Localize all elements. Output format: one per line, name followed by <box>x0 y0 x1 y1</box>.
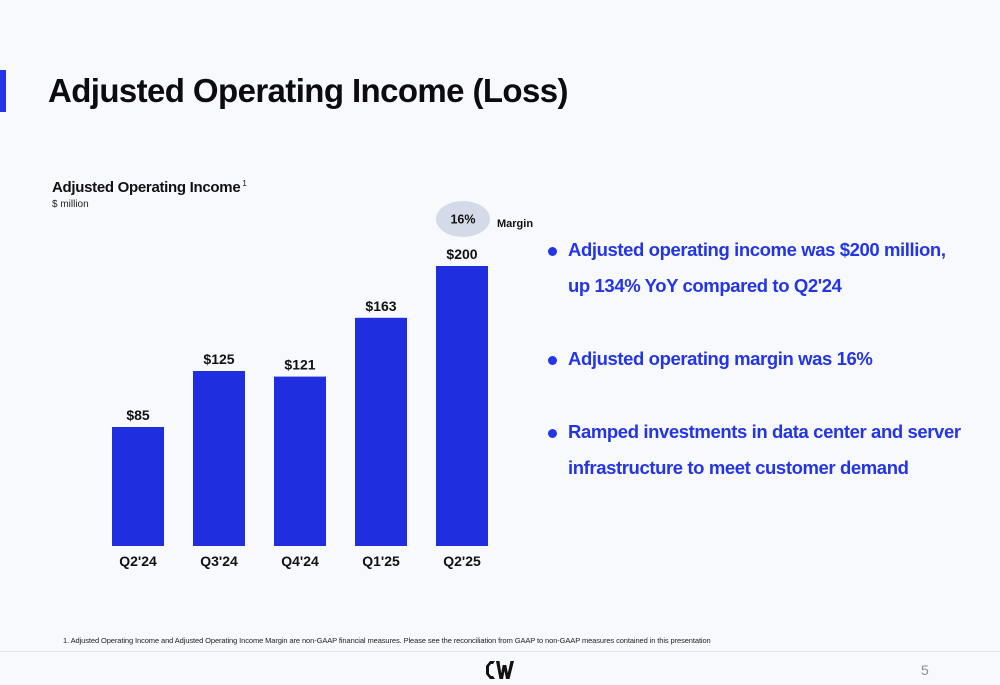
key-point-text: Adjusted operating income was $200 milli… <box>568 239 946 296</box>
bar-Q3'24 <box>193 371 245 546</box>
key-point-text: Adjusted operating margin was 16% <box>568 348 873 369</box>
x-tick-label: Q2'24 <box>119 553 157 569</box>
key-points-list: Adjusted operating income was $200 milli… <box>548 232 968 486</box>
chart-title: Adjusted Operating Income 1 <box>52 179 247 196</box>
bar-series <box>112 266 488 546</box>
key-point-investments: Ramped investments in data center and se… <box>548 414 968 486</box>
bullet-dot-icon <box>548 247 557 256</box>
bar-value-label: $121 <box>284 357 315 373</box>
title-accent-bar <box>0 70 6 112</box>
chart-subtitle: $ million <box>52 199 89 210</box>
chart-title-footnote-marker: 1 <box>242 179 247 188</box>
chart-title-text: Adjusted Operating Income <box>52 179 241 196</box>
x-tick-label: Q1'25 <box>362 553 400 569</box>
bar-value-label: $85 <box>126 407 150 423</box>
footer-divider <box>0 651 1000 652</box>
bar-Q2'25 <box>436 266 488 546</box>
coreweave-logo-icon <box>486 661 514 679</box>
page-title: Adjusted Operating Income (Loss) <box>48 72 568 109</box>
bullet-dot-icon <box>548 429 557 438</box>
bar-value-label: $200 <box>446 246 477 262</box>
x-tick-label: Q4'24 <box>281 553 319 569</box>
value-labels: $85 $125 $121 $163 $200 <box>126 246 477 423</box>
bar-value-label: $125 <box>203 351 234 367</box>
key-point-income: Adjusted operating income was $200 milli… <box>548 232 968 304</box>
x-tick-label: Q2'25 <box>443 553 481 569</box>
margin-label: Margin <box>497 218 533 230</box>
page-number: 5 <box>921 662 929 678</box>
category-labels: Q2'24 Q3'24 Q4'24 Q1'25 Q2'25 <box>119 553 481 569</box>
bar-value-label: $163 <box>365 298 396 314</box>
margin-annotation: 16% Margin <box>436 201 533 237</box>
bullet-dot-icon <box>548 356 557 365</box>
margin-bubble <box>436 201 490 237</box>
key-point-text: Ramped investments in data center and se… <box>568 421 961 478</box>
bar-Q1'25 <box>355 317 407 546</box>
bar-Q2'24 <box>112 427 164 546</box>
key-point-margin: Adjusted operating margin was 16% <box>548 341 968 377</box>
bar-Q4'24 <box>274 376 326 546</box>
x-tick-label: Q3'24 <box>200 553 238 569</box>
bar-chart: 16% Margin $85 $125 $121 $163 $200 Q2'24 Q3'2… <box>112 201 533 569</box>
margin-value: 16% <box>450 213 475 227</box>
footnote: 1. Adjusted Operating Income and Adjuste… <box>63 636 711 645</box>
